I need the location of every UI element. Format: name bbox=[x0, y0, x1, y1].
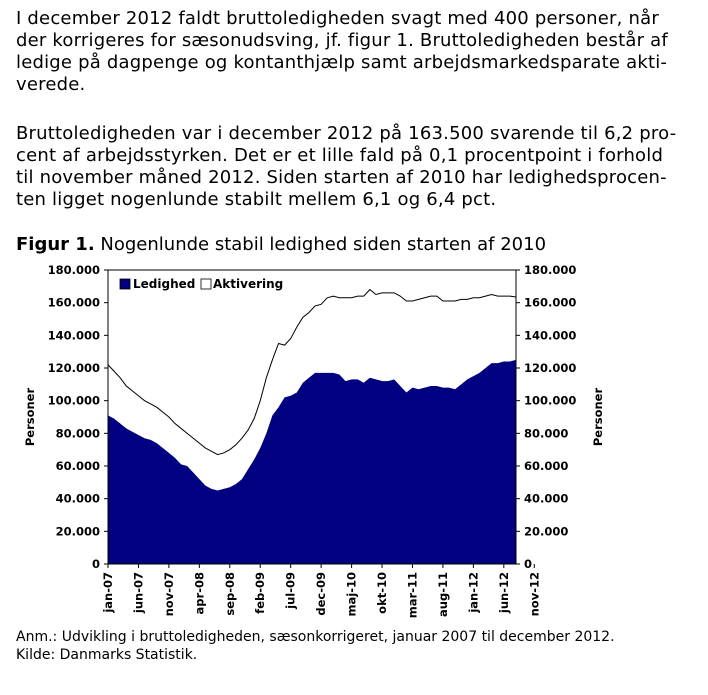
y-tick-label-right: 120.000 bbox=[524, 361, 576, 375]
ledighed-area bbox=[108, 359, 516, 564]
y-axis-title-left: Personer bbox=[23, 388, 37, 447]
intro-paragraph: I december 2012 faldt bruttoledigheden s… bbox=[16, 8, 696, 96]
legend-swatch-aktivering bbox=[200, 278, 212, 290]
y-tick-label-left: 20.000 bbox=[56, 524, 100, 538]
plot-frame bbox=[107, 269, 517, 565]
x-tick-label: maj-10 bbox=[345, 572, 359, 616]
figure-caption: Nogenlunde stabil ledighed siden starten… bbox=[94, 234, 547, 255]
y-tick-label-right: 40.000 bbox=[524, 492, 568, 506]
y-tick-label-right: 20.000 bbox=[524, 524, 568, 538]
y-tick-label-left: 180.000 bbox=[48, 263, 100, 277]
y-axis-title-right: Personer bbox=[591, 388, 605, 447]
figure-notes: Anm.: Udvikling i bruttoledigheden, sæso… bbox=[16, 628, 615, 664]
figure-note: Anm.: Udvikling i bruttoledigheden, sæso… bbox=[16, 629, 615, 645]
paragraph-line: cent af arbejdsstyrken. Det er et lille … bbox=[16, 145, 664, 166]
second-paragraph: Bruttoledigheden var i december 2012 på … bbox=[16, 123, 696, 211]
paragraph-line: I december 2012 faldt bruttoledigheden s… bbox=[16, 8, 659, 29]
y-tick-label-right: 100.000 bbox=[524, 394, 576, 408]
x-tick-label: jul-09 bbox=[284, 572, 298, 610]
x-tick-label: nov-07 bbox=[162, 572, 176, 616]
y-tick-label-left: 120.000 bbox=[48, 361, 100, 375]
y-tick-label-right: 60.000 bbox=[524, 459, 568, 473]
figure-source: Kilde: Danmarks Statistik. bbox=[16, 647, 198, 663]
figure-label: Figur 1. bbox=[16, 234, 95, 255]
y-tick-label-right: 180.000 bbox=[524, 263, 576, 277]
unemployment-chart: 0 0 20.000 20.000 40.000 40.000 60.000 60.000 80… bbox=[23, 263, 605, 618]
x-tick-label: mar-11 bbox=[405, 572, 419, 618]
x-tick-label: nov-12 bbox=[527, 572, 541, 616]
x-tick-label: aug-11 bbox=[436, 572, 450, 617]
legend-label-ledighed: Ledighed bbox=[133, 277, 195, 291]
y-tick-label-right: 140.000 bbox=[524, 328, 576, 342]
y-tick-label-right: 160.000 bbox=[524, 296, 576, 310]
paragraph-line: til november måned 2012. Siden starten a… bbox=[16, 167, 667, 188]
x-tick-label: okt-10 bbox=[375, 572, 389, 614]
paragraph-line: der korrigeres for sæsonudsving, jf. fig… bbox=[16, 30, 668, 51]
y-tick-label-left: 80.000 bbox=[56, 426, 100, 440]
x-tick-label: sep-08 bbox=[223, 572, 237, 616]
x-tick-label: jun-12 bbox=[497, 572, 511, 614]
x-tick-label: apr-08 bbox=[192, 572, 206, 614]
aktivering-line bbox=[107, 288, 517, 456]
legend-label-aktivering: Aktivering bbox=[213, 277, 283, 291]
paragraph-line: ten ligget nogenlunde stabilt mellem 6,1… bbox=[16, 189, 497, 210]
figure-title: Figur 1. Nogenlunde stabil ledighed side… bbox=[16, 234, 546, 256]
x-tick-label: dec-09 bbox=[314, 572, 328, 616]
x-tick-label: jan-12 bbox=[466, 572, 480, 614]
y-tick-label-left: 0 bbox=[92, 557, 100, 571]
y-tick-label-left: 40.000 bbox=[56, 492, 100, 506]
x-tick-label: jun-07 bbox=[131, 572, 145, 614]
y-tick-label-left: 100.000 bbox=[48, 394, 100, 408]
y-tick-label-right: 0 bbox=[524, 557, 532, 571]
paragraph-line: ledige på dagpenge og kontanthjælp samt … bbox=[16, 52, 668, 73]
paragraph-line: Bruttoledigheden var i december 2012 på … bbox=[16, 123, 677, 144]
paragraph-line: verede. bbox=[16, 74, 86, 95]
y-tick-label-left: 160.000 bbox=[48, 296, 100, 310]
y-tick-label-left: 140.000 bbox=[48, 328, 100, 342]
x-tick-label: feb-09 bbox=[253, 572, 267, 614]
x-tick-label: jan-07 bbox=[101, 572, 115, 614]
y-tick-label-right: 80.000 bbox=[524, 426, 568, 440]
legend-swatch-ledighed bbox=[119, 278, 131, 290]
y-tick-label-left: 60.000 bbox=[56, 459, 100, 473]
